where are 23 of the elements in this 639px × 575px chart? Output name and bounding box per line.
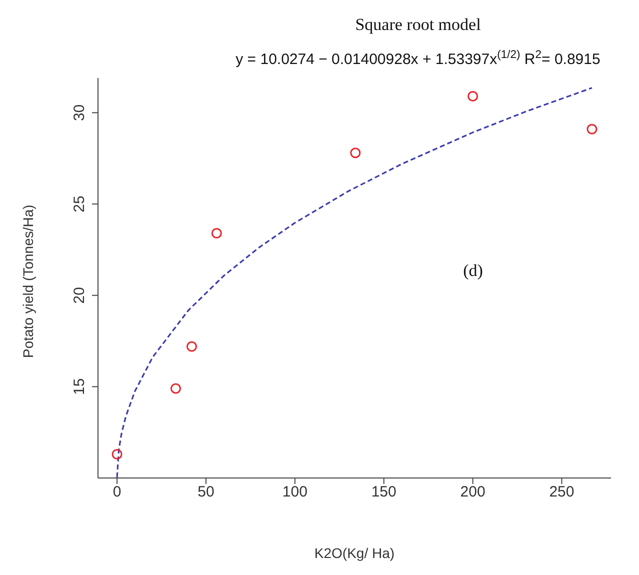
- point: [186, 341, 198, 352]
- x-tick-label: 50: [198, 484, 214, 501]
- x-tick-label: 250: [549, 484, 574, 501]
- y-tick-label: 15: [71, 378, 88, 396]
- point: [468, 91, 478, 102]
- point: [211, 228, 222, 239]
- y-tick-label: 20: [71, 287, 88, 304]
- line-series: [116, 87, 593, 478]
- x-axis-title: K2O(Kg/ Ha): [314, 545, 395, 561]
- point: [350, 148, 361, 158]
- chart-title: Square root model: [355, 15, 482, 34]
- chart-subtitle: y = 10.0274 − 0.01400928x + 1.53397x$^{(1/2)}$ R$^{2}$= 0.8915: [236, 49, 600, 68]
- x-tick-label: 0: [112, 484, 122, 501]
- point: [112, 449, 122, 460]
- annotation: (d): [463, 261, 483, 280]
- x-tick-label: 100: [282, 484, 308, 501]
- x-tick-label: 200: [460, 484, 486, 501]
- x-tick-label: 150: [371, 484, 396, 501]
- y-tick-label: 30: [71, 104, 88, 122]
- y-axis-title: Potato yield (Tonnes/Ha): [20, 204, 36, 358]
- point: [170, 383, 181, 394]
- point: [586, 124, 598, 134]
- y-tick-label: 25: [71, 196, 88, 212]
